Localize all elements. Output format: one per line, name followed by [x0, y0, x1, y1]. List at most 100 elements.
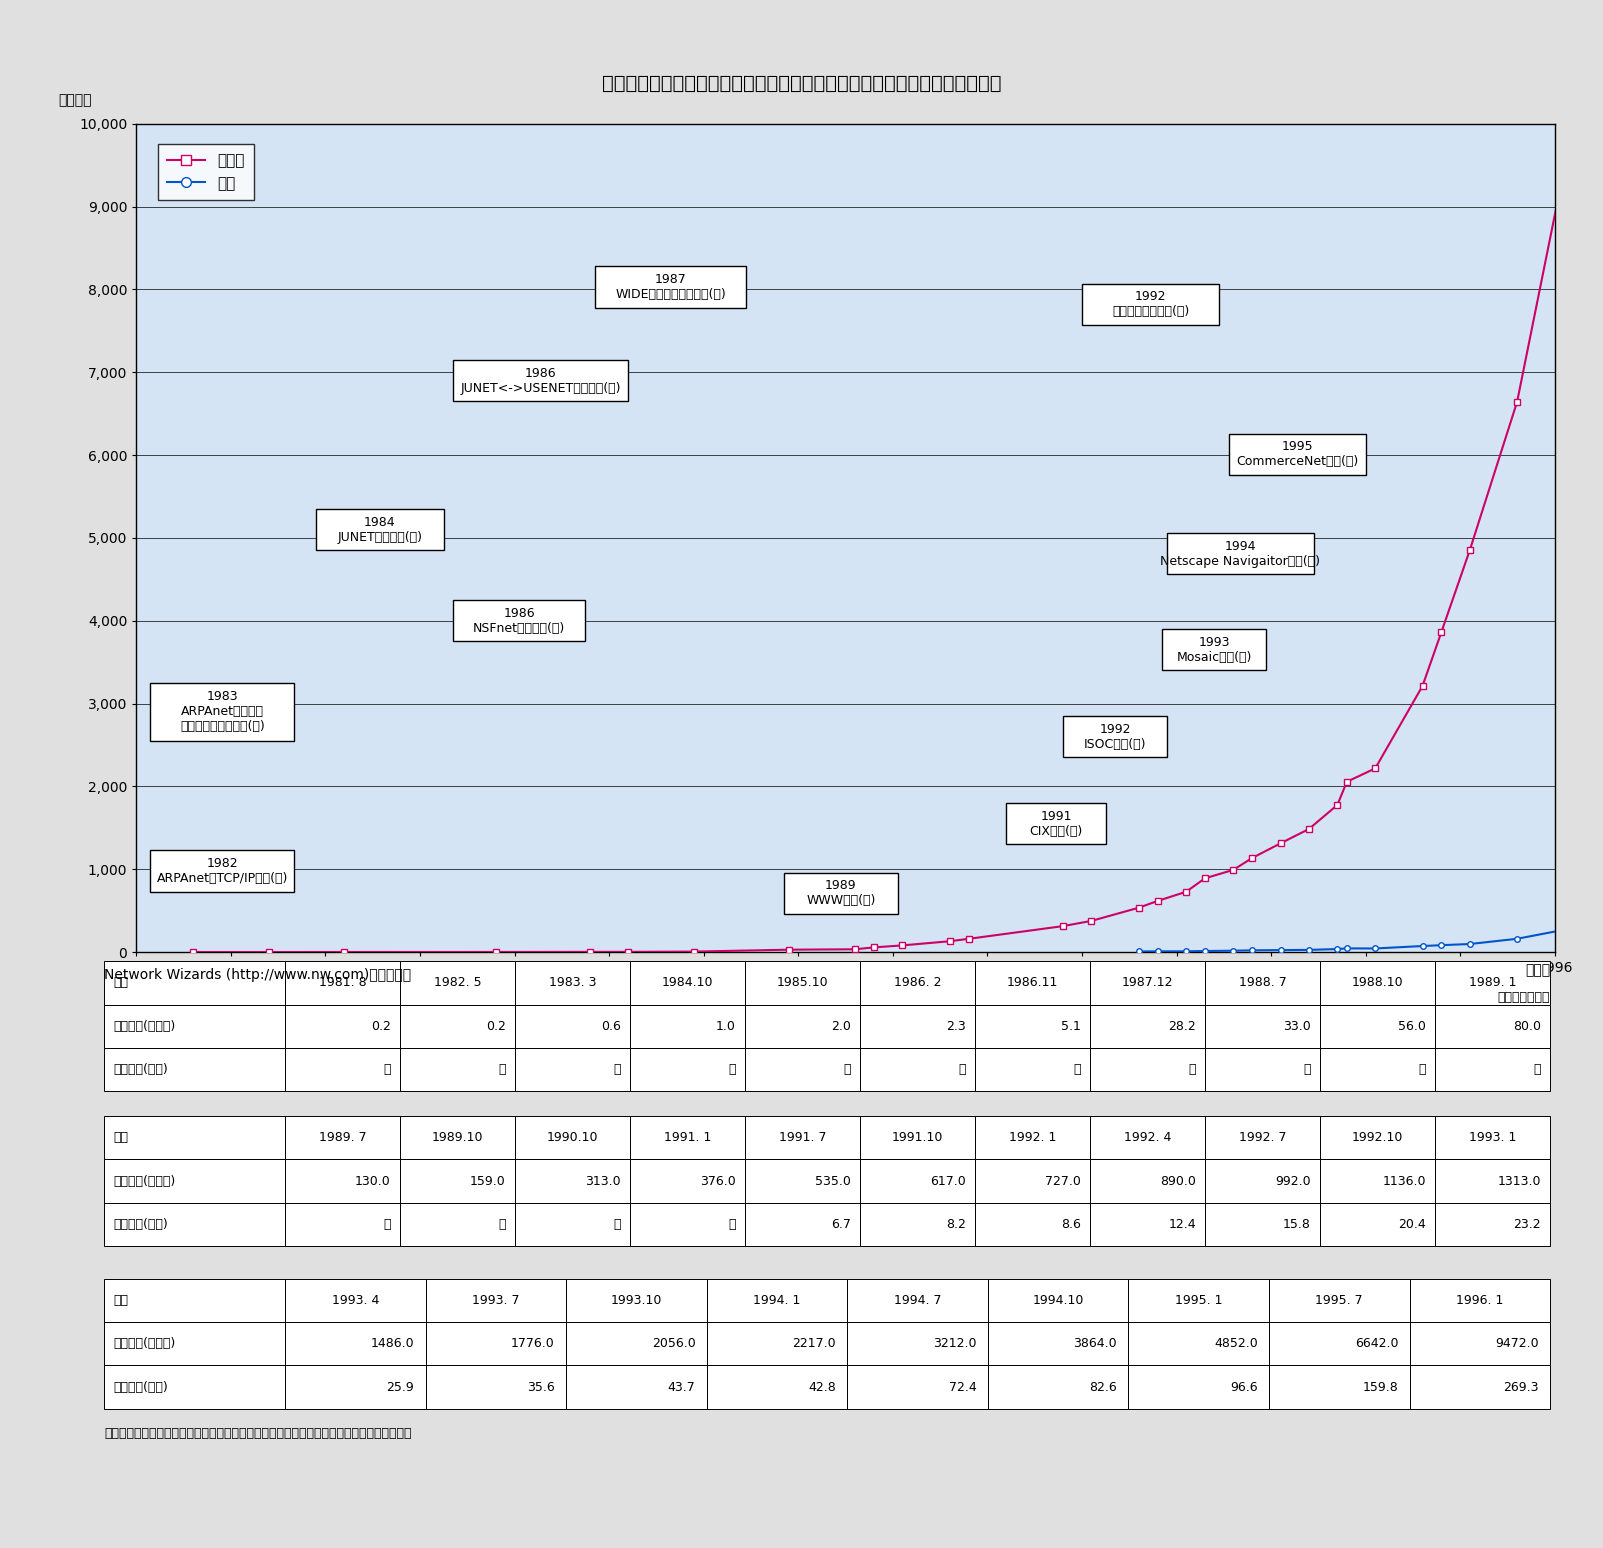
Text: 1983. 3: 1983. 3: [548, 977, 596, 989]
Bar: [630, 961, 745, 1005]
Text: 1.0: 1.0: [717, 1020, 736, 1033]
Text: 第３－１－２図　インターネットに接続されるホストコンピュータ数の推移: 第３－１－２図 インターネットに接続されるホストコンピュータ数の推移: [601, 74, 1002, 93]
Text: 1993. 7: 1993. 7: [471, 1294, 519, 1307]
Text: 2.0: 2.0: [830, 1020, 851, 1033]
Text: 130.0: 130.0: [354, 1175, 391, 1187]
Bar: [707, 1365, 848, 1409]
Text: （単位：千台）: （単位：千台）: [1497, 991, 1550, 1003]
Text: 2217.0: 2217.0: [792, 1337, 837, 1350]
Text: 5.1: 5.1: [1061, 1020, 1080, 1033]
Bar: [285, 1005, 401, 1048]
Bar: [401, 1159, 515, 1203]
Bar: [104, 1116, 285, 1159]
Text: 1989. 7: 1989. 7: [319, 1132, 365, 1144]
Bar: [401, 1116, 515, 1159]
Bar: [401, 961, 515, 1005]
Bar: [745, 1203, 861, 1246]
Bar: [515, 961, 630, 1005]
Bar: [745, 1048, 861, 1091]
Text: 23.2: 23.2: [1513, 1218, 1540, 1231]
Text: 43.7: 43.7: [668, 1381, 696, 1393]
FancyBboxPatch shape: [1228, 433, 1366, 475]
Bar: [401, 1005, 515, 1048]
Text: 6.7: 6.7: [830, 1218, 851, 1231]
Bar: [401, 1203, 515, 1246]
FancyBboxPatch shape: [1007, 803, 1106, 844]
Text: －: －: [499, 1218, 507, 1231]
Text: 3864.0: 3864.0: [1074, 1337, 1117, 1350]
FancyBboxPatch shape: [454, 359, 628, 401]
Text: 1996. 1: 1996. 1: [1456, 1294, 1504, 1307]
Text: 20.4: 20.4: [1398, 1218, 1427, 1231]
Text: 313.0: 313.0: [585, 1175, 620, 1187]
Bar: [975, 961, 1090, 1005]
Bar: [425, 1279, 566, 1322]
Bar: [104, 1322, 285, 1365]
Text: 1136.0: 1136.0: [1382, 1175, 1427, 1187]
Text: 1984
JUNET実験開始(日): 1984 JUNET実験開始(日): [337, 515, 422, 543]
Bar: [1129, 1322, 1270, 1365]
Text: 1989
WWW開発(欧): 1989 WWW開発(欧): [806, 879, 875, 907]
Bar: [848, 1322, 987, 1365]
Text: 1991. 1: 1991. 1: [664, 1132, 712, 1144]
Text: 1994.10: 1994.10: [1032, 1294, 1084, 1307]
Text: 年月: 年月: [114, 1294, 128, 1307]
Text: ホスト数(全世界): ホスト数(全世界): [114, 1175, 175, 1187]
Text: 35.6: 35.6: [527, 1381, 555, 1393]
Bar: [285, 1322, 425, 1365]
Text: 80.0: 80.0: [1513, 1020, 1540, 1033]
Bar: [859, 1005, 975, 1048]
Bar: [1319, 1048, 1435, 1091]
Text: 4852.0: 4852.0: [1213, 1337, 1258, 1350]
Text: －: －: [499, 1063, 507, 1076]
Bar: [1409, 1322, 1550, 1365]
Legend: 全世界, 日本: 全世界, 日本: [159, 144, 255, 200]
Bar: [104, 1159, 285, 1203]
FancyBboxPatch shape: [1082, 283, 1220, 325]
Bar: [401, 1048, 515, 1091]
Bar: [1319, 1116, 1435, 1159]
Text: 1982
ARPAnetがTCP/IP採用(米): 1982 ARPAnetがTCP/IP採用(米): [157, 858, 289, 885]
Text: 2.3: 2.3: [946, 1020, 967, 1033]
Text: 1994. 7: 1994. 7: [894, 1294, 941, 1307]
Bar: [1409, 1365, 1550, 1409]
Bar: [1319, 1005, 1435, 1048]
Text: 0.2: 0.2: [370, 1020, 391, 1033]
Text: 1993.10: 1993.10: [611, 1294, 662, 1307]
Text: 1986
NSFnet運用開始(米): 1986 NSFnet運用開始(米): [473, 607, 566, 635]
Bar: [515, 1048, 630, 1091]
Bar: [104, 1048, 285, 1091]
Bar: [1435, 1048, 1550, 1091]
Text: 1486.0: 1486.0: [370, 1337, 414, 1350]
Text: 376.0: 376.0: [701, 1175, 736, 1187]
Text: －: －: [1419, 1063, 1427, 1076]
Text: 617.0: 617.0: [930, 1175, 967, 1187]
Bar: [1435, 1203, 1550, 1246]
Bar: [859, 961, 975, 1005]
Bar: [285, 1365, 425, 1409]
Text: ホスト数(日本): ホスト数(日本): [114, 1218, 168, 1231]
Text: 535.0: 535.0: [814, 1175, 851, 1187]
Text: 6642.0: 6642.0: [1355, 1337, 1398, 1350]
Bar: [1205, 1116, 1319, 1159]
Text: 1994
Netscape Navigaitor登場(米): 1994 Netscape Navigaitor登場(米): [1161, 540, 1321, 568]
Bar: [566, 1365, 707, 1409]
Bar: [630, 1116, 745, 1159]
FancyBboxPatch shape: [1162, 628, 1266, 670]
Text: 8.2: 8.2: [946, 1218, 967, 1231]
Bar: [1270, 1365, 1409, 1409]
Bar: [285, 1279, 425, 1322]
Text: 1991. 7: 1991. 7: [779, 1132, 826, 1144]
Text: 1983
ARPAnetから軍事
ネットワークが分離(米): 1983 ARPAnetから軍事 ネットワークが分離(米): [180, 690, 264, 734]
Bar: [975, 1203, 1090, 1246]
Bar: [1205, 1203, 1319, 1246]
Text: 1982. 5: 1982. 5: [434, 977, 481, 989]
Bar: [1319, 1203, 1435, 1246]
Text: 25.9: 25.9: [386, 1381, 414, 1393]
Text: 1989.10: 1989.10: [431, 1132, 483, 1144]
Bar: [1319, 961, 1435, 1005]
Bar: [745, 961, 861, 1005]
Bar: [515, 1159, 630, 1203]
Text: ホスト数(全世界): ホスト数(全世界): [114, 1020, 175, 1033]
Text: 1992
商用サービス開始(日): 1992 商用サービス開始(日): [1112, 291, 1189, 319]
